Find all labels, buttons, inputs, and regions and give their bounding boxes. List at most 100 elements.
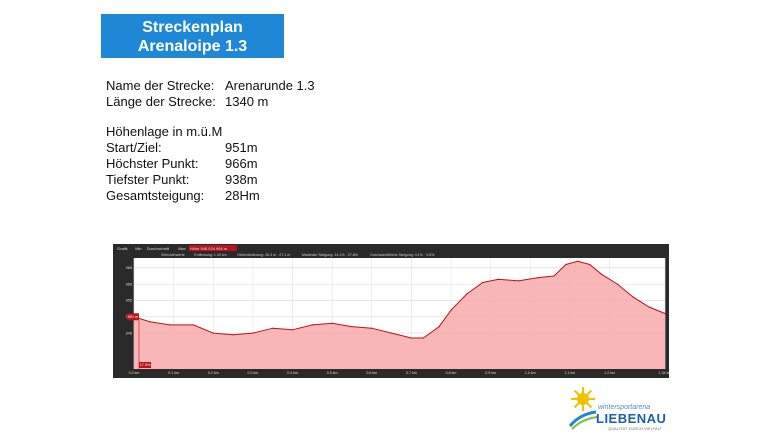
logo-subtitle: wintersportarena (598, 404, 651, 411)
x-tick-label: 1.0 km (525, 371, 536, 375)
length-label: Länge der Strecke: (106, 94, 216, 109)
start-marker-label: 951 m (128, 315, 139, 319)
elevation-point (498, 278, 500, 280)
climb-label: Gesamtsteigung: (106, 188, 205, 203)
elevation-profile-chart: Grafik Min Durchschnitt Max Höhe 946 934 966… (113, 244, 669, 378)
elevation-point (149, 321, 151, 323)
toolbar-stat: Durchschnittliche Steigung: 4.1% · 3.6% (370, 253, 435, 257)
elevation-point (466, 293, 468, 295)
title-line-2: Arenaloipe 1.3 (137, 38, 248, 55)
elevation-point (331, 322, 333, 324)
x-tick-label: 0.8 km (446, 371, 457, 375)
elevation-point (391, 332, 393, 334)
chart-markers: 951 m 17.9% (127, 313, 151, 369)
chart-stats-bar: Seleckierwerte Entfernung: 1.34 km Höhenän… (161, 253, 435, 257)
altitude-heading-text: Höhenlage in m.ü.M (106, 124, 223, 139)
toolbar-stat: Maximale Steigung: 14.1% · 27.8% (302, 253, 359, 257)
x-tick-label: 1.1 km (564, 371, 575, 375)
toolbar-item: Min (135, 246, 141, 251)
chart-series (133, 260, 666, 369)
elevation-point (664, 312, 666, 315)
start-marker-box (127, 313, 139, 321)
elevation-point (169, 324, 171, 326)
elevation-point (577, 260, 579, 262)
altitude-heading: Höhenlage in m.ü.M (106, 124, 222, 140)
low-label: Tiefster Punkt: (106, 172, 190, 187)
name-value: Arenarunde 1.3 (225, 78, 315, 93)
elevation-point (482, 281, 484, 284)
toolbar-item: Max (178, 246, 186, 251)
x-tick-label: 0.3 km (247, 371, 258, 375)
high-value: 966m (225, 156, 258, 171)
elevation-point (422, 337, 424, 339)
x-axis-ticks: 0.0 km 0.1 km 0.2 km 0.3 km 0.4 km 0.5 km 0.6 … (129, 371, 669, 375)
y-tick-label: 945 (126, 331, 132, 335)
y-tick-label: 960 (126, 282, 132, 286)
elevation-point (192, 324, 194, 326)
toolbar-item: Durchschnitt (147, 246, 170, 251)
toolbar-stat: Entfernung: 1.34 km (194, 253, 226, 257)
low-value: 938m (225, 172, 258, 187)
x-tick-label: 0.5 km (327, 371, 338, 375)
elevation-point (616, 283, 618, 285)
x-tick-label: 1.2 km (604, 371, 615, 375)
elevation-point (438, 326, 440, 328)
x-tick-label: 0.4 km (287, 371, 298, 375)
elevation-point (212, 332, 214, 334)
wintersportarena-logo: wintersportarena LIEBENAU QUALITÄT DURCH… (568, 386, 678, 434)
elevation-point (410, 337, 412, 339)
toolbar-highlight (188, 245, 237, 251)
elevation-point (232, 334, 234, 336)
x-tick-label: 0.6 km (366, 371, 377, 375)
info-length-row: Länge der Strecke: 1340 m (106, 94, 268, 110)
info-climb-row: Gesamtsteigung: 28Hm (106, 188, 260, 204)
elevation-area (134, 261, 665, 369)
ski-track-swoosh-icon (568, 410, 598, 430)
info-name-row: Name der Strecke: Arenarunde 1.3 (106, 78, 315, 94)
start-label: Start/Ziel: (106, 140, 162, 155)
y-tick-label: 965 (126, 266, 132, 270)
elevation-point (252, 332, 254, 334)
elevation-point (537, 277, 539, 279)
end-marker-label: 17.9% (140, 363, 151, 367)
x-tick-label: 0.1 km (168, 371, 179, 375)
title-line-1: Streckenplan (142, 19, 243, 36)
x-tick-label: 1.34 km (659, 371, 669, 375)
start-value: 951m (225, 140, 258, 155)
toolbar-item: Höhe 946 934 966 m (190, 246, 228, 251)
elevation-point (553, 275, 555, 277)
elevation-point (517, 280, 519, 282)
length-value: 1340 m (225, 94, 269, 109)
elevation-point (601, 273, 603, 275)
info-high-row: Höchster Punkt: 966m (106, 156, 258, 172)
elevation-point (272, 327, 274, 329)
snowflake-sun-icon (571, 387, 595, 411)
info-low-row: Tiefster Punkt: 938m (106, 172, 258, 188)
toolbar-item: Grafik (117, 246, 128, 251)
x-tick-label: 0.0 km (129, 371, 140, 375)
elevation-point (311, 324, 313, 326)
x-tick-label: 0.2 km (208, 371, 219, 375)
x-tick-label: 0.7 km (406, 371, 417, 375)
end-marker-box (139, 362, 151, 368)
info-start-row: Start/Ziel: 951m (106, 140, 258, 156)
elevation-point (589, 263, 591, 266)
y-tick-label: 955 (126, 299, 132, 303)
high-label: Höchster Punkt: (106, 156, 199, 171)
elevation-point (565, 263, 567, 266)
name-label: Name der Strecke: (106, 78, 215, 93)
elevation-point (648, 306, 650, 308)
logo-wordmark: LIEBENAU (596, 411, 667, 426)
toolbar-stat: Höhenänderung: 26.3 m · 27.1 m (237, 253, 290, 257)
x-tick-label: 0.9 km (485, 371, 496, 375)
chart-toolbar: Grafik Min Durchschnitt Max Höhe 946 934 966… (117, 245, 237, 251)
elevation-line (133, 260, 666, 339)
logo-tagline: QUALITÄT DURCH VIELFALT (608, 426, 663, 431)
elevation-point (450, 309, 452, 311)
elevation-point (351, 326, 353, 328)
climb-value: 28Hm (225, 188, 260, 203)
elevation-point (371, 327, 373, 329)
toolbar-stat: Seleckierwerte (161, 253, 185, 257)
elevation-point (291, 329, 294, 331)
title-banner: Streckenplan Arenaloipe 1.3 (101, 14, 284, 58)
